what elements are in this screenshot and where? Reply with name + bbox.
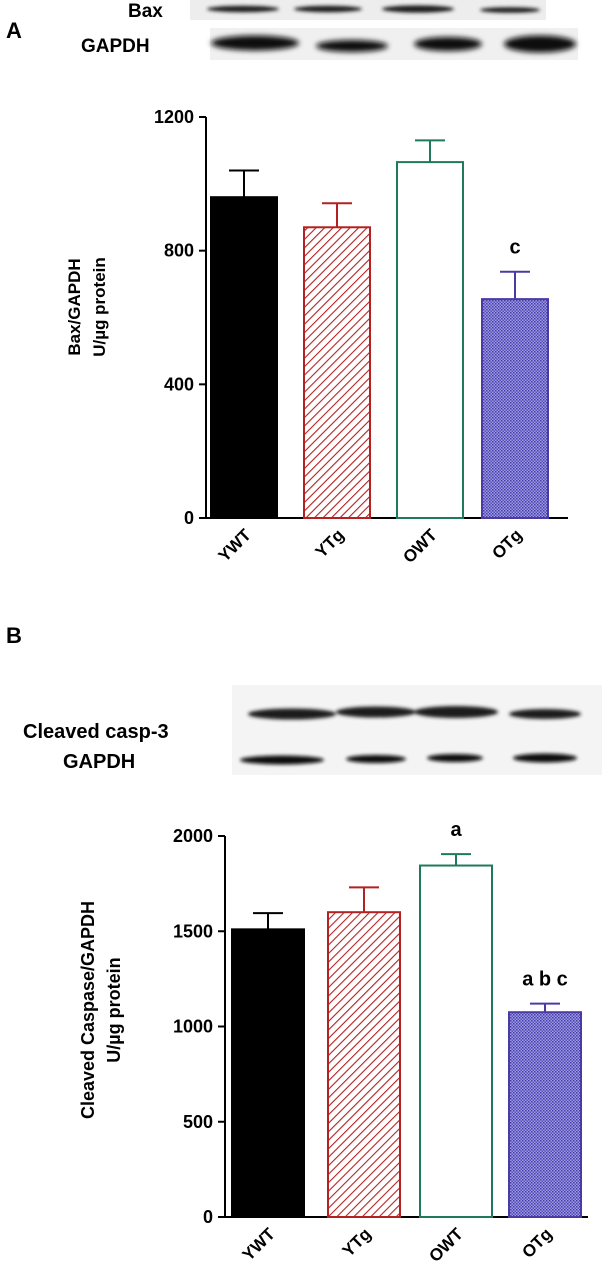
chart-a-ylabel-line-1: Bax/GAPDH [65, 258, 84, 355]
blot-a-gapdh-bands [211, 35, 576, 53]
blot-a-bax-bands [207, 5, 540, 13]
panel-b-letter: B [6, 623, 22, 648]
bar-otg [508, 1011, 582, 1219]
blot-b-gapdh-bands [240, 753, 577, 765]
chart-b-ylabel-line-2: U/µg protein [104, 957, 124, 1062]
y-tick-label: 0 [184, 508, 194, 528]
y-tick-label: 1000 [173, 1017, 213, 1037]
panel-a-blot-label-1: Bax [128, 1, 163, 22]
chart-b: Cleaved Caspase/GAPDH U/µg protein 0 500 1… [78, 819, 588, 1266]
x-tick-label: OTg [488, 525, 525, 562]
panel-a-blot: A Bax GAPDH [6, 0, 578, 60]
panel-a-letter: A [6, 18, 22, 43]
x-tick-label: YWT [239, 1224, 280, 1265]
x-tick-label: YWT [215, 525, 256, 566]
y-tick-label: 1500 [173, 921, 213, 941]
significance-label: c [509, 237, 520, 259]
significance-label: a [450, 819, 462, 841]
bar-ytg [303, 226, 371, 519]
x-tick-label: YTg [312, 525, 348, 561]
chart-b-ylabel-line-1: Cleaved Caspase/GAPDH [78, 901, 98, 1119]
significance-label: a b c [522, 969, 568, 991]
panel-b-blot-label-2: GAPDH [63, 751, 135, 773]
panel-b-blot-label-1: Cleaved casp-3 [23, 721, 169, 743]
blot-b-casp3-bands [248, 706, 581, 720]
bar-ywt [231, 928, 305, 1218]
bar-otg [481, 298, 549, 519]
y-tick-label: 2000 [173, 826, 213, 846]
x-tick-label: OTg [518, 1224, 555, 1261]
chart-a: Bax/GAPDH U/µg protein 0 400 800 1200 YWT YTg… [65, 107, 568, 567]
y-tick-label: 0 [203, 1207, 213, 1227]
y-tick-label: 500 [183, 1112, 213, 1132]
panel-a-blot-label-2: GAPDH [81, 36, 150, 57]
x-tick-label: YTg [339, 1224, 375, 1260]
y-tick-label: 400 [164, 374, 194, 394]
bar-ywt [210, 196, 278, 519]
chart-a-ylabel-line-2: U/µg protein [90, 257, 109, 357]
bar-owt [419, 864, 493, 1219]
blot-a-bax-membrane [190, 0, 546, 20]
x-tick-label: OWT [399, 525, 441, 567]
y-tick-label: 800 [164, 241, 194, 261]
bar-ytg [327, 911, 401, 1218]
y-tick-label: 1200 [154, 107, 194, 127]
panel-b-blot: B Cleaved casp-3 GAPDH [6, 623, 602, 775]
x-tick-label: OWT [425, 1224, 467, 1266]
bar-owt [396, 161, 464, 520]
